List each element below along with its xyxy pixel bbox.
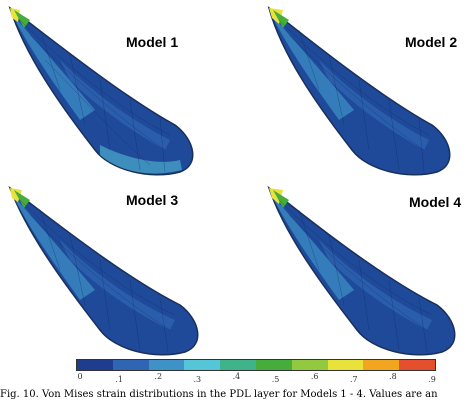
colorbar-tick-3: .3 (193, 375, 202, 384)
colorbar-tick-labels: 0 .1 .2 .3 .4 .5 .6 .7 .8 .9 (0, 372, 474, 384)
colorbar-swatch-5 (255, 360, 292, 370)
colorbar-tick-9: .9 (428, 375, 436, 384)
model-4-root-mesh (267, 185, 456, 356)
model-4-label: Model 4 (409, 194, 462, 210)
colorbar-tick-1: .1 (115, 375, 123, 384)
colorbar-tick-2: .2 (154, 372, 163, 381)
colorbar-swatch-7 (327, 360, 364, 370)
model-1-root-mesh (8, 6, 194, 176)
colorbar-swatch-9 (399, 360, 435, 370)
model-2-panel: Model 2 (237, 0, 474, 180)
model-1-label: Model 1 (126, 34, 179, 50)
model-1-panel: Model 1 (0, 0, 237, 180)
colorbar-tick-0: 0 (77, 372, 83, 381)
colorbar-swatch-0 (77, 360, 113, 370)
model-3-root-mesh (8, 185, 199, 356)
model-3-panel: Model 3 (0, 180, 237, 358)
figure-caption: Fig. 10. Von Mises strain distributions … (0, 389, 438, 400)
colorbar-tick-5: .5 (271, 375, 280, 384)
colorbar-tick-4: .4 (232, 372, 241, 381)
colorbar-swatch-2 (148, 360, 185, 370)
colorbar-swatch-6 (291, 360, 328, 370)
colorbar-swatch-3 (184, 360, 221, 370)
colorbar-tick-7: .7 (349, 375, 358, 384)
colorbar-tick-8: .8 (389, 372, 397, 381)
colorbar-swatch-1 (112, 360, 149, 370)
colorbar-swatch-8 (363, 360, 400, 370)
model-3-label: Model 3 (126, 192, 179, 208)
colorbar-tick-6: .6 (310, 372, 319, 381)
model-4-panel: Model 4 (237, 180, 474, 358)
colorbar-swatch-4 (220, 360, 256, 370)
model-2-root-mesh (267, 5, 451, 176)
strain-colorbar (76, 359, 436, 371)
model-2-label: Model 2 (405, 34, 458, 50)
